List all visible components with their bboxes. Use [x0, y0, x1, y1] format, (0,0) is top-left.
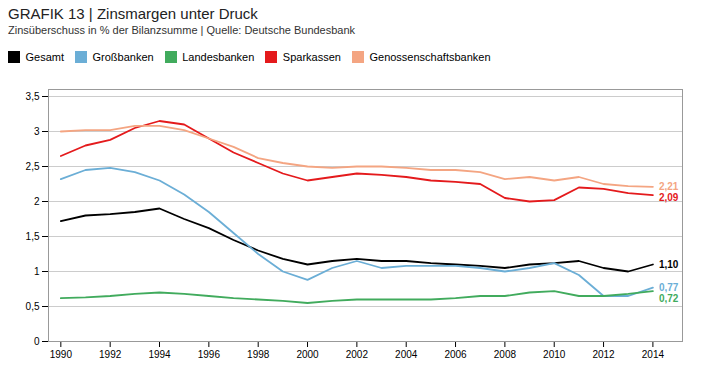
svg-text:0,5: 0,5 — [26, 300, 40, 311]
svg-text:2004: 2004 — [395, 348, 418, 359]
svg-text:1994: 1994 — [148, 348, 171, 359]
html-text:GRAFIK 13 | Zinsmargen unter D: GRAFIK 13 | Zinsmargen unter Druck — [8, 5, 258, 22]
svg-text:2,09: 2,09 — [659, 192, 679, 203]
html-text:Sparkassen: Sparkassen — [282, 50, 341, 63]
svg-text:0: 0 — [34, 335, 40, 346]
svg-text:2012: 2012 — [592, 348, 615, 359]
svg-text:2010: 2010 — [543, 348, 566, 359]
html-text:Gesamt: Gesamt — [25, 50, 64, 63]
svg-text:2,5: 2,5 — [26, 160, 40, 171]
html-text:Genossenschaftsbanken: Genossenschaftsbanken — [369, 50, 491, 63]
svg-text:0,72: 0,72 — [659, 292, 679, 303]
svg-text:2002: 2002 — [346, 348, 369, 359]
html-text:Großbanken: Großbanken — [92, 50, 154, 63]
svg-text:2000: 2000 — [296, 348, 319, 359]
svg-text:1990: 1990 — [50, 348, 73, 359]
svg-text:1996: 1996 — [198, 348, 221, 359]
svg-text:1: 1 — [34, 265, 40, 276]
svg-text:2,21: 2,21 — [659, 181, 679, 192]
html-text:Landesbanken: Landesbanken — [182, 50, 255, 63]
svg-text:1992: 1992 — [99, 348, 122, 359]
html-text:Zinsüberschuss in % der Bilanz: Zinsüberschuss in % der Bilanzsumme | Qu… — [8, 24, 356, 36]
svg-text:1,5: 1,5 — [26, 230, 40, 241]
svg-text:3,5: 3,5 — [26, 90, 40, 101]
svg-text:2006: 2006 — [444, 348, 467, 359]
svg-text:1,10: 1,10 — [659, 258, 679, 269]
svg-text:2: 2 — [34, 195, 40, 206]
svg-text:2014: 2014 — [642, 348, 665, 359]
svg-text:2008: 2008 — [494, 348, 517, 359]
svg-text:3: 3 — [34, 125, 40, 136]
svg-text:0,77: 0,77 — [659, 281, 679, 292]
svg-text:1998: 1998 — [247, 348, 270, 359]
